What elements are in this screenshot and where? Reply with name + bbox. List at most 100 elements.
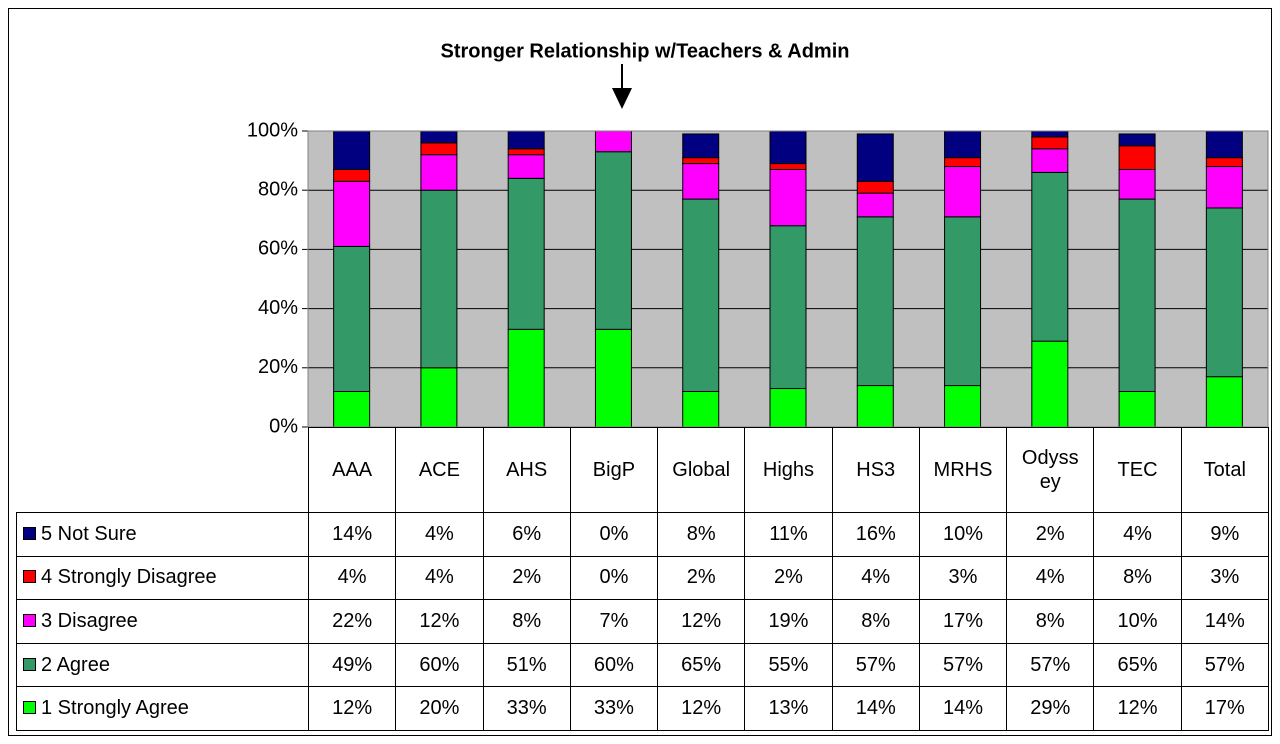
data-label: 65% bbox=[657, 642, 746, 688]
bar-segment bbox=[1031, 340, 1069, 427]
bar-segment bbox=[856, 133, 894, 182]
bar-segment bbox=[769, 131, 807, 165]
bar-segment bbox=[769, 388, 807, 427]
data-label: 4% bbox=[395, 512, 484, 557]
data-label: 55% bbox=[744, 642, 833, 688]
data-label: 0% bbox=[569, 555, 659, 601]
bar-segment bbox=[333, 390, 371, 427]
series-row: 3 Disagree 22% 12% 8% 7% 12% 19% 8% 17% 8% 10% 14% bbox=[16, 599, 1269, 644]
category-label: AHS bbox=[482, 427, 571, 513]
series-row: 5 Not Sure 14% 4% 6% 0% 8% 11% 16% 10% 2% 4% 9% bbox=[16, 512, 1269, 557]
header-row: AAA ACE AHS BigP Global Highs HS3 MRHS Odyssey TE… bbox=[17, 427, 1269, 513]
y-tick-label: 20% bbox=[258, 356, 298, 378]
data-label: 2% bbox=[744, 555, 833, 601]
bar-segment bbox=[682, 157, 720, 165]
data-label: 2% bbox=[482, 555, 571, 601]
bar-segment bbox=[594, 151, 632, 330]
legend-cell: 5 Not Sure bbox=[16, 512, 309, 557]
series-row: 4 Strongly Disagree 4% 4% 2% 0% 2% 2% 4% 3% 4% 8% 3… bbox=[16, 555, 1269, 601]
bar-segment bbox=[507, 148, 545, 156]
legend-label: 3 Disagree bbox=[41, 609, 138, 632]
bar-segment bbox=[1031, 171, 1069, 342]
data-label: 51% bbox=[482, 642, 571, 688]
bar-segment bbox=[1031, 148, 1069, 173]
category-label: HS3 bbox=[831, 427, 920, 513]
y-tick-label: 100% bbox=[247, 119, 298, 141]
y-tick-label: 80% bbox=[258, 178, 298, 200]
category-label: TEC bbox=[1093, 427, 1182, 513]
bar-segment bbox=[944, 157, 982, 168]
data-label: 60% bbox=[569, 642, 659, 688]
data-label: 8% bbox=[657, 512, 746, 557]
data-label: 2% bbox=[657, 555, 746, 601]
bar-segment bbox=[594, 131, 632, 153]
y-tick-label: 40% bbox=[258, 297, 298, 319]
bar-segment bbox=[1118, 168, 1156, 200]
data-label: 9% bbox=[1180, 512, 1269, 557]
bar-segment bbox=[682, 163, 720, 200]
data-label: 4% bbox=[1093, 512, 1182, 557]
series-row: 1 Strongly Agree 12% 20% 33% 33% 12% 13% 14% 14%… bbox=[16, 686, 1269, 731]
bar-segment bbox=[333, 168, 371, 182]
data-label: 4% bbox=[395, 555, 484, 601]
bar-segment bbox=[420, 142, 458, 156]
category-label: ACE bbox=[395, 427, 484, 513]
bar-segment bbox=[856, 385, 894, 427]
data-label: 57% bbox=[1006, 642, 1095, 688]
data-label: 11% bbox=[744, 512, 833, 557]
bar-segment bbox=[1031, 131, 1069, 138]
legend-cell: 4 Strongly Disagree bbox=[16, 555, 309, 601]
bar-segment bbox=[944, 166, 982, 218]
category-label: MRHS bbox=[918, 427, 1008, 513]
bar-segment bbox=[1205, 166, 1243, 209]
bar-segment bbox=[944, 385, 982, 427]
bar-segment bbox=[1118, 198, 1156, 392]
bar-segment bbox=[856, 180, 894, 194]
chart-title: Stronger Relationship w/Teachers & Admin bbox=[441, 40, 850, 62]
legend-swatch bbox=[23, 570, 36, 584]
data-label: 3% bbox=[1180, 555, 1269, 601]
legend-label: 2 Agree bbox=[41, 653, 110, 676]
legend-cell: 1 Strongly Agree bbox=[16, 686, 309, 731]
bar-segment bbox=[1118, 390, 1156, 427]
legend-swatch bbox=[23, 613, 36, 627]
blank-cell bbox=[17, 428, 309, 513]
data-label: 12% bbox=[307, 686, 397, 731]
data-label: 19% bbox=[744, 599, 833, 644]
data-label: 2% bbox=[1006, 512, 1095, 557]
data-label: 17% bbox=[918, 599, 1008, 644]
bar-segment bbox=[682, 198, 720, 392]
category-label: Total bbox=[1180, 427, 1269, 513]
data-label: 6% bbox=[482, 512, 571, 557]
data-label: 29% bbox=[1006, 686, 1095, 731]
data-label: 16% bbox=[831, 512, 920, 557]
category-label: AAA bbox=[307, 427, 397, 513]
data-label: 12% bbox=[657, 686, 746, 731]
bar-segment bbox=[594, 328, 632, 427]
bar-segment bbox=[769, 163, 807, 170]
bar-segment bbox=[333, 245, 371, 392]
data-label: 12% bbox=[395, 599, 484, 644]
data-label: 22% bbox=[307, 599, 397, 644]
data-label: 10% bbox=[1093, 599, 1182, 644]
bar-segment bbox=[420, 131, 458, 144]
bar-segment bbox=[944, 131, 982, 159]
legend-label: 4 Strongly Disagree bbox=[41, 566, 217, 589]
bar-segment bbox=[1205, 376, 1243, 427]
bars bbox=[333, 131, 1243, 427]
bar-segment bbox=[420, 189, 458, 369]
data-label: 12% bbox=[657, 599, 746, 644]
data-label: 33% bbox=[569, 686, 659, 731]
data-label: 14% bbox=[307, 512, 397, 557]
bar-segment bbox=[507, 177, 545, 330]
bar-segment bbox=[507, 131, 545, 150]
bar-segment bbox=[333, 180, 371, 247]
data-label: 49% bbox=[307, 642, 397, 688]
category-label: BigP bbox=[569, 427, 659, 513]
bar-segment bbox=[944, 216, 982, 387]
data-table: AAA ACE AHS BigP Global Highs HS3 MRHS Odyssey TE… bbox=[16, 427, 1269, 731]
data-label: 14% bbox=[831, 686, 920, 731]
category-label: Highs bbox=[744, 427, 833, 513]
data-label: 8% bbox=[482, 599, 571, 644]
